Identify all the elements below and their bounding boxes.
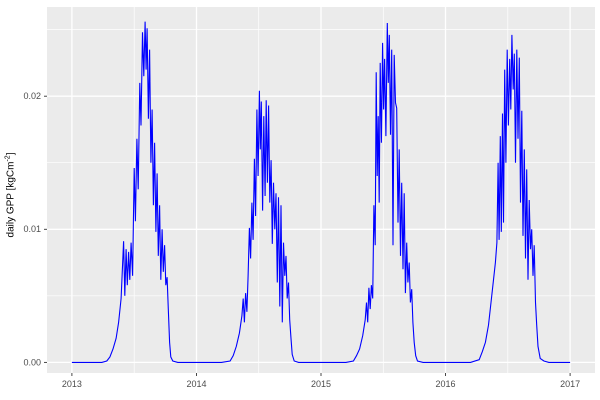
x-tick-label-2014: 2014 xyxy=(186,379,206,389)
y-tick-label-0.00: 0.00 xyxy=(23,357,41,367)
x-tick-label-2013: 2013 xyxy=(62,379,82,389)
y-tick-label-0.01: 0.01 xyxy=(23,224,41,234)
y-tick-label-0.02: 0.02 xyxy=(23,91,41,101)
gpp-line-series xyxy=(71,21,571,363)
y-axis-title-text: daily GPP [kgCm xyxy=(5,161,17,238)
x-tick-label-2016: 2016 xyxy=(435,379,455,389)
y-axis-title-superscript: -2 xyxy=(4,155,12,162)
x-tick-label-2017: 2017 xyxy=(560,379,580,389)
y-axis-title: daily GPP [kgCm-2] xyxy=(4,153,17,238)
x-tick-label-2015: 2015 xyxy=(311,379,331,389)
